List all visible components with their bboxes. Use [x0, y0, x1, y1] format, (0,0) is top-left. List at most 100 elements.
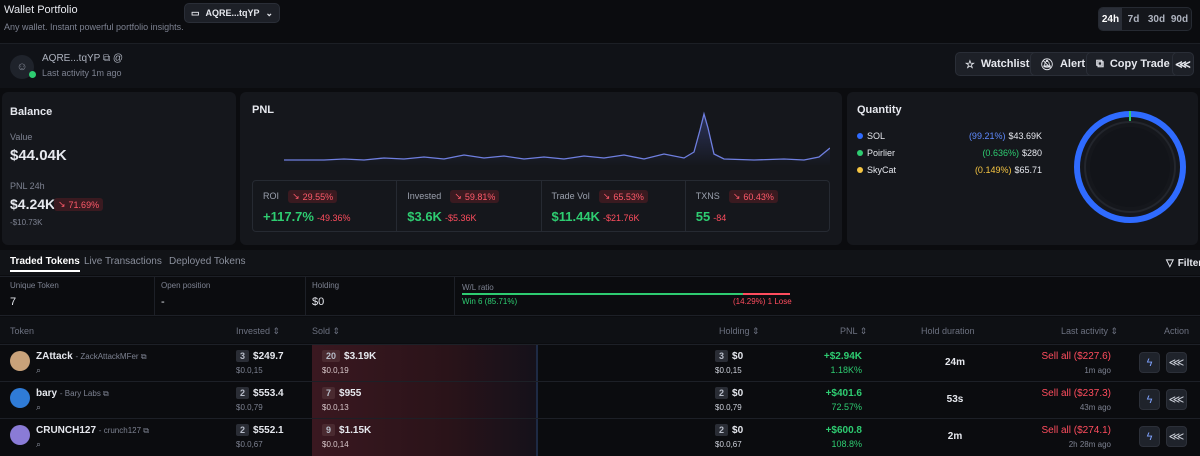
arrow-down-icon: ↘ — [602, 191, 611, 201]
value-label: Value — [10, 132, 33, 142]
metric-label: ROI — [263, 191, 280, 201]
token-creator: Bary Labs — [64, 389, 101, 398]
holding-value: $0 — [312, 296, 325, 308]
donut-inner — [1084, 121, 1176, 213]
copy-icon[interactable]: ⧉ — [102, 53, 111, 64]
sold-cell: 20 $3.19K — [322, 350, 376, 362]
balance-panel: Balance Value $44.04K PNL 24h $4.24K ↘ 71… — [2, 92, 236, 245]
timeframe-7d[interactable]: 7d — [1127, 13, 1140, 25]
tab-live-transactions[interactable]: Live Transactions — [84, 256, 162, 267]
share-row-button[interactable]: ⋘ — [1166, 426, 1187, 447]
divider — [154, 277, 155, 315]
legend-value: $43.69K — [1008, 130, 1042, 141]
metric-txns: TXNS ↘ 60.43% 55 -84 — [686, 181, 829, 231]
token-avatar — [10, 425, 30, 445]
metric-value: 55 — [695, 209, 711, 224]
legend-name: SkyCat — [867, 164, 897, 175]
pnl-24h-value: $4.24K — [10, 196, 56, 212]
metric-label: Invested — [407, 191, 442, 201]
wallet-selector[interactable]: ▭ AQRE...tqYP ⌄ — [184, 3, 281, 23]
pnl-pct: 1.18K% — [830, 365, 862, 375]
wl-ratio-win-fill — [462, 293, 744, 295]
share-icon: ⋘ — [1175, 58, 1191, 71]
col-token: Token — [10, 326, 35, 336]
donut-center — [1090, 127, 1170, 207]
quick-buy-button[interactable]: ϟ — [1139, 389, 1160, 410]
arrow-down-icon: ↘ — [454, 191, 462, 201]
metric-badge: ↘ 59.81% — [450, 190, 500, 203]
sold-sub: $0.0,14 — [322, 440, 349, 449]
col-pnl[interactable]: PNL ⇕ — [840, 326, 868, 336]
col-invested[interactable]: Invested ⇕ — [236, 326, 281, 336]
page-title: Wallet Portfolio — [4, 4, 78, 16]
share-row-button[interactable]: ⋘ — [1166, 389, 1187, 410]
metric-badge: ↘ 65.53% — [598, 190, 648, 203]
invested-sub: $0.0,67 — [236, 440, 263, 449]
share-icon: ⋘ — [1168, 394, 1185, 406]
metric-sub: -$21.76K — [603, 213, 640, 223]
pnl-cell: +$600.8 — [825, 425, 862, 436]
col-last-activity[interactable]: Last activity ⇕ — [1061, 326, 1119, 336]
token-name[interactable]: CRUNCH127 — [36, 425, 97, 436]
sold-column-bg — [312, 344, 536, 456]
col-sold[interactable]: Sold ⇕ — [312, 326, 341, 336]
metric-sub: -$5.36K — [445, 213, 477, 223]
token-name[interactable]: ZAttack — [36, 351, 73, 362]
open-position-label: Open position — [161, 281, 211, 290]
divider — [305, 277, 306, 315]
link-icon[interactable]: @ — [112, 53, 124, 64]
filter-icon: ▽ — [1166, 258, 1174, 269]
table-row[interactable]: CRUNCH127 - crunch127 ⧉ ⌕ 2 $552.1 $0.0,6… — [0, 418, 1200, 454]
holding-sub: $0.0,67 — [715, 440, 742, 449]
share-button[interactable]: ⋘ — [1172, 52, 1194, 76]
table-row[interactable]: ZAttack - ZackAttackMFer ⧉ ⌕ 3 $249.7 $0.… — [0, 344, 1200, 380]
metric-invested: Invested ↘ 59.81% $3.6K -$5.36K — [397, 181, 542, 231]
col-holding[interactable]: Holding ⇕ — [719, 326, 760, 336]
metric-value: $11.44K — [551, 209, 600, 224]
quick-buy-button[interactable]: ϟ — [1139, 352, 1160, 373]
legend-name: Poirlier — [867, 147, 896, 158]
pnl-24h-label: PNL 24h — [10, 181, 45, 191]
timeframe-24h[interactable]: 24h — [1099, 8, 1122, 30]
last-activity-time: 2h 28m ago — [1068, 440, 1111, 449]
summary-strip — [0, 276, 1200, 316]
pnl-pct: 108.8% — [831, 439, 862, 449]
wl-ratio-bar — [462, 293, 790, 295]
page-subtitle: Any wallet. Instant powerful portfolio i… — [4, 22, 184, 32]
timeframe-30d[interactable]: 30d — [1147, 13, 1166, 25]
table-row[interactable]: bary - Bary Labs ⧉ ⌕ 2 $553.4 $0.0,79 7 $9… — [0, 381, 1200, 417]
filter-button[interactable]: ▽ Filter — [1166, 258, 1200, 269]
share-row-button[interactable]: ⋘ — [1166, 352, 1187, 373]
pnl-24h-sub: -$10.73K — [10, 218, 43, 227]
copy-icon: ▭ — [191, 7, 200, 18]
search-icon[interactable]: ⌕ — [36, 365, 42, 375]
holding-sub: $0.0,79 — [715, 403, 742, 412]
copy-trade-button[interactable]: ⧉ Copy Trade — [1086, 52, 1180, 76]
legend-pct: (0.149%) — [974, 164, 1012, 175]
search-icon[interactable]: ⌕ — [36, 439, 42, 449]
tabs-bar — [0, 250, 1200, 275]
watchlist-button[interactable]: ☆ Watchlist — [955, 52, 1040, 76]
invested-sub: $0.0,15 — [236, 366, 263, 375]
col-action: Action — [1164, 326, 1190, 336]
last-activity-cell: Sell all ($227.6) — [1041, 351, 1111, 362]
arrow-down-icon: ↘ — [58, 199, 66, 209]
token-name[interactable]: bary — [36, 388, 58, 399]
timeframe-selector: 24h 7d 30d 90d — [1098, 7, 1192, 31]
table-header — [0, 317, 1200, 343]
arrow-down-icon: ↘ — [292, 191, 300, 201]
tab-traded-tokens[interactable]: Traded Tokens — [10, 256, 80, 272]
search-icon[interactable]: ⌕ — [36, 402, 42, 412]
token-name-line: ZAttack - ZackAttackMFer ⧉ — [36, 351, 147, 362]
legend-dot — [857, 149, 863, 156]
chevron-down-icon: ⌄ — [265, 7, 274, 18]
sold-sub: $0.0,13 — [322, 403, 349, 412]
holding-cell: 3 $0 — [715, 350, 743, 362]
tab-deployed-tokens[interactable]: Deployed Tokens — [169, 256, 246, 267]
sold-sub: $0.0,19 — [322, 366, 349, 375]
unique-token-label: Unique Token — [10, 281, 59, 290]
invested-cell: 3 $249.7 — [236, 350, 284, 362]
quick-buy-button[interactable]: ϟ — [1139, 426, 1160, 447]
timeframe-90d[interactable]: 90d — [1170, 13, 1189, 25]
token-creator: crunch127 — [103, 426, 142, 435]
